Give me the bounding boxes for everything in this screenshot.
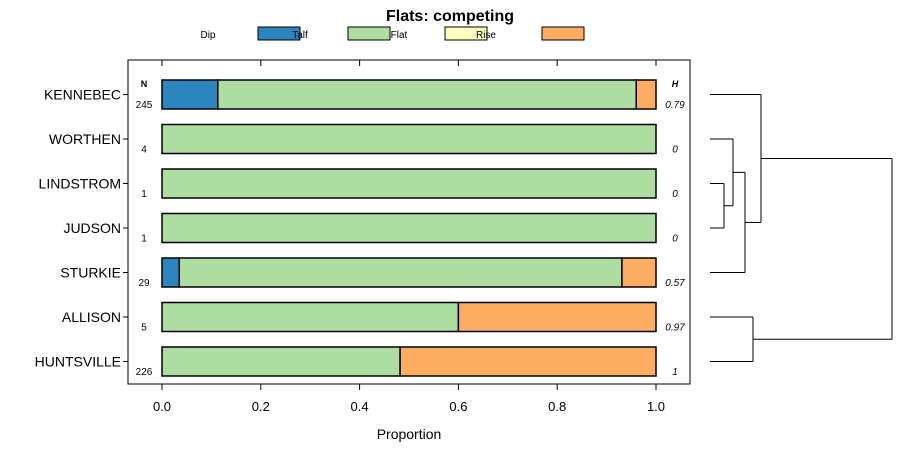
category-label-worthen: WORTHEN — [49, 131, 121, 147]
bars-layer — [161, 79, 657, 377]
bar-sturkie-dip — [161, 257, 181, 288]
x-axis: 0.0 0.2 0.4 0.6 0.8 1.0 — [153, 384, 665, 414]
bar-huntsville-rise — [399, 346, 657, 377]
legend-swatch-talf — [347, 26, 391, 41]
x-tick-label-3: 0.6 — [449, 399, 467, 414]
chart-title: Flats: competing — [386, 8, 514, 25]
bar-kennebec-rise — [635, 79, 657, 110]
x-tick-label-1: 0.2 — [252, 399, 270, 414]
legend: Dip Talf Flat Rise — [200, 26, 585, 41]
n-column: N 245 4 1 1 29 5 226 — [136, 79, 153, 378]
bar-sturkie-talf — [178, 257, 623, 288]
x-tick-label-0: 0.0 — [153, 399, 171, 414]
legend-swatch-flat — [444, 26, 488, 41]
h-value-judson: 0 — [672, 234, 678, 245]
n-value-allison: 5 — [141, 323, 147, 334]
category-label-sturkie: STURKIE — [60, 265, 121, 281]
bar-worthen-talf — [161, 123, 657, 155]
category-labels: KENNEBEC WORTHEN LINDSTROM JUDSON STURKIE ALL… — [35, 87, 128, 370]
n-value-judson: 1 — [141, 234, 147, 245]
x-tick-label-4: 0.8 — [548, 399, 566, 414]
x-axis-title: Proportion — [377, 426, 442, 442]
legend-swatch-dip — [257, 26, 301, 41]
n-value-huntsville: 226 — [136, 367, 153, 378]
legend-swatch-rise — [541, 26, 585, 41]
plot-frame — [127, 59, 691, 385]
h-value-worthen: 0 — [672, 145, 678, 156]
bar-judson-talf — [161, 212, 657, 244]
n-value-kennebec: 245 — [136, 100, 153, 111]
n-value-sturkie: 29 — [138, 278, 150, 289]
n-header: N — [141, 79, 148, 89]
x-tick-label-5: 1.0 — [647, 399, 665, 414]
legend-label-dip: Dip — [200, 30, 215, 41]
dendrogram — [710, 94, 893, 362]
n-value-lindstrom: 1 — [141, 189, 147, 200]
h-value-sturkie: 0.57 — [665, 278, 685, 289]
bar-huntsville-talf — [161, 346, 401, 377]
bar-kennebec-talf — [217, 79, 637, 110]
h-column: H 0.79 0 0 0 0.57 0.97 1 — [665, 79, 685, 378]
bar-allison-rise — [457, 301, 657, 333]
bar-allison-talf — [161, 301, 460, 333]
category-label-judson: JUDSON — [63, 220, 121, 236]
bar-lindstrom-talf — [161, 168, 657, 199]
n-value-worthen: 4 — [141, 145, 147, 156]
category-label-lindstrom: LINDSTROM — [39, 176, 121, 192]
legend-label-talf: Talf — [292, 30, 308, 41]
category-label-huntsville: HUNTSVILLE — [35, 354, 121, 370]
h-value-allison: 0.97 — [665, 323, 685, 334]
h-value-huntsville: 1 — [672, 367, 678, 378]
legend-label-rise: Rise — [476, 30, 496, 41]
legend-label-flat: Flat — [391, 30, 408, 41]
category-label-allison: ALLISON — [62, 309, 121, 325]
bar-kennebec-dip — [161, 79, 219, 110]
top-ticks — [161, 60, 657, 66]
h-header: H — [672, 79, 679, 89]
h-value-kennebec: 0.79 — [665, 100, 685, 111]
bar-sturkie-rise — [621, 257, 657, 288]
h-value-lindstrom: 0 — [672, 189, 678, 200]
x-tick-label-2: 0.4 — [351, 399, 369, 414]
category-label-kennebec: KENNEBEC — [44, 87, 121, 103]
